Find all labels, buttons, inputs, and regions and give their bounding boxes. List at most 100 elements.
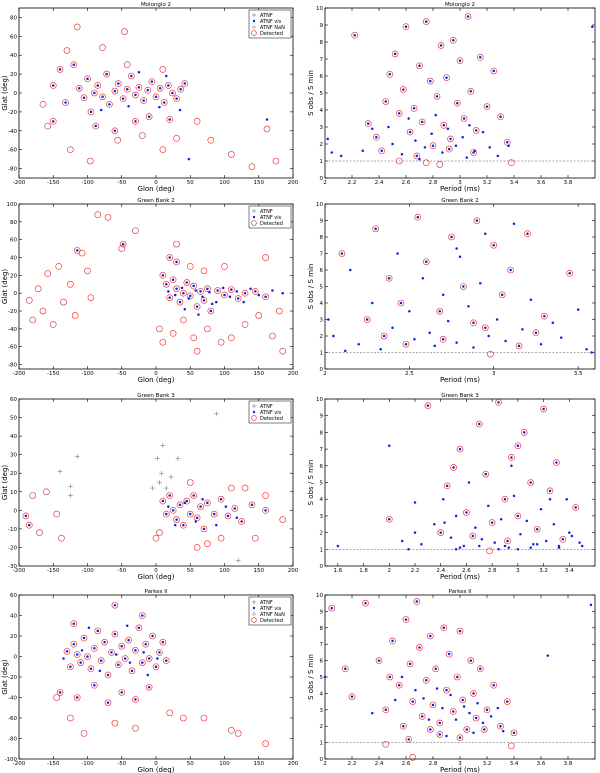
detected-point <box>436 307 444 315</box>
atnf-vis-point <box>565 497 568 501</box>
atnf-vis-point <box>144 642 147 646</box>
atnf-vis-point <box>532 543 535 546</box>
atnf-vis-point <box>493 541 496 544</box>
detected-point <box>132 227 139 235</box>
atnf-vis-point <box>479 56 482 59</box>
x-tick-label: 0 <box>154 371 158 377</box>
detected-point <box>152 534 160 542</box>
atnf-vis-point <box>168 118 171 121</box>
x-tick-label: -150 <box>47 180 60 186</box>
detected-point <box>395 157 403 165</box>
atnf-vis-point <box>384 708 387 712</box>
y-tick-label: 8 <box>320 235 324 241</box>
x-tick-label: 0 <box>154 180 158 186</box>
y-tick-label: 7 <box>320 447 324 453</box>
atnf-vis-point <box>113 604 117 607</box>
x-tick-label: 2.4 <box>436 568 445 574</box>
detected-point <box>378 147 386 155</box>
detected-point <box>443 74 450 81</box>
atnf-vis-point <box>254 290 257 293</box>
atnf-vis-point <box>488 146 491 149</box>
y-tick-label: -30 <box>8 564 17 570</box>
y-tick-label: 1 <box>320 159 324 165</box>
detected-point <box>540 405 547 413</box>
detected-point <box>414 213 422 221</box>
atnf-vis-point <box>75 696 79 699</box>
atnf-vis-point <box>539 507 543 511</box>
x-tick-label: -50 <box>117 568 126 574</box>
atnf-vis-point <box>243 291 247 295</box>
x-tick-label: 2.2 <box>411 568 420 574</box>
detected-point <box>39 101 47 108</box>
detected-point <box>263 125 271 133</box>
y-tick-label: 20 <box>10 634 17 640</box>
data-points <box>336 399 584 555</box>
atnf-vis-point <box>52 84 55 87</box>
detected-point <box>159 638 167 646</box>
atnf-vis-point <box>414 688 417 692</box>
atnf-vis-point <box>570 534 574 538</box>
detected-point <box>504 537 511 545</box>
detected-point <box>190 334 197 342</box>
atnf-vis-point <box>503 544 507 548</box>
y-tick-label: 7 <box>320 57 324 63</box>
atnf-vis-point <box>445 734 448 738</box>
legend-box <box>248 205 292 229</box>
atnf-vis-point <box>168 494 171 497</box>
y-tick-label: 10 <box>316 202 323 208</box>
atnf-vis-point <box>349 268 352 272</box>
atnf-vis-point <box>185 499 189 503</box>
atnf-vis-point <box>206 501 209 505</box>
y-tick-label: 40 <box>10 434 17 440</box>
detected-point <box>156 84 164 92</box>
chart-title: Green Bank 3 <box>441 393 479 399</box>
atnf-vis-point <box>110 651 113 654</box>
atnf-vis-point <box>435 687 439 690</box>
y-tick-label: 60 <box>10 397 17 403</box>
detected-point <box>56 66 64 73</box>
y-tick-label: 9 <box>320 414 324 420</box>
atnf-vis-point <box>202 299 206 302</box>
x-tick-label: 50 <box>187 568 194 574</box>
detected-point <box>58 534 65 542</box>
y-tick-label: 7 <box>320 252 324 258</box>
detected-point <box>402 23 410 31</box>
detected-point <box>183 279 191 286</box>
y-tick-label: -100 <box>5 757 18 763</box>
detected-point <box>115 80 122 87</box>
atnf-vis-point <box>458 59 462 62</box>
atnf-vis-point <box>137 86 141 89</box>
detected-point <box>348 693 356 700</box>
x-tick-label: -200 <box>13 568 26 574</box>
y-tick-label: 2 <box>320 531 324 537</box>
detected-point <box>224 512 232 520</box>
y-tick-label: 8 <box>320 626 324 632</box>
detected-point <box>166 709 173 717</box>
y-tick-label: -10 <box>8 527 17 533</box>
atnf-vis-point <box>388 675 392 679</box>
atnf-vis-point <box>182 523 185 527</box>
atnf-vis-point <box>484 472 487 476</box>
x-tick-label: 3.6 <box>537 761 546 767</box>
atnf-vis-point <box>146 88 150 92</box>
atnf-vis-point <box>183 307 187 311</box>
y-axis-label: S obs / S min <box>307 70 315 116</box>
atnf-point <box>163 485 169 491</box>
atnf-vis-point <box>113 129 117 133</box>
x-tick-label: 1.6 <box>333 568 342 574</box>
detected-point <box>139 132 146 139</box>
atnf-vis-point <box>75 249 79 252</box>
atnf-vis-point <box>361 149 365 153</box>
atnf-vis-point <box>72 622 76 625</box>
y-tick-label: 0 <box>320 176 324 182</box>
detected-point <box>228 726 235 734</box>
atnf-vis-point <box>487 504 490 508</box>
atnf-vis-point <box>467 305 470 308</box>
detected-point <box>80 730 88 737</box>
detected-point <box>176 501 184 509</box>
detected-point <box>190 492 197 499</box>
x-tick-label: 100 <box>219 761 230 767</box>
atnf-vis-point <box>420 120 424 124</box>
atnf-vis-point <box>167 505 170 508</box>
atnf-vis-point <box>434 113 437 117</box>
